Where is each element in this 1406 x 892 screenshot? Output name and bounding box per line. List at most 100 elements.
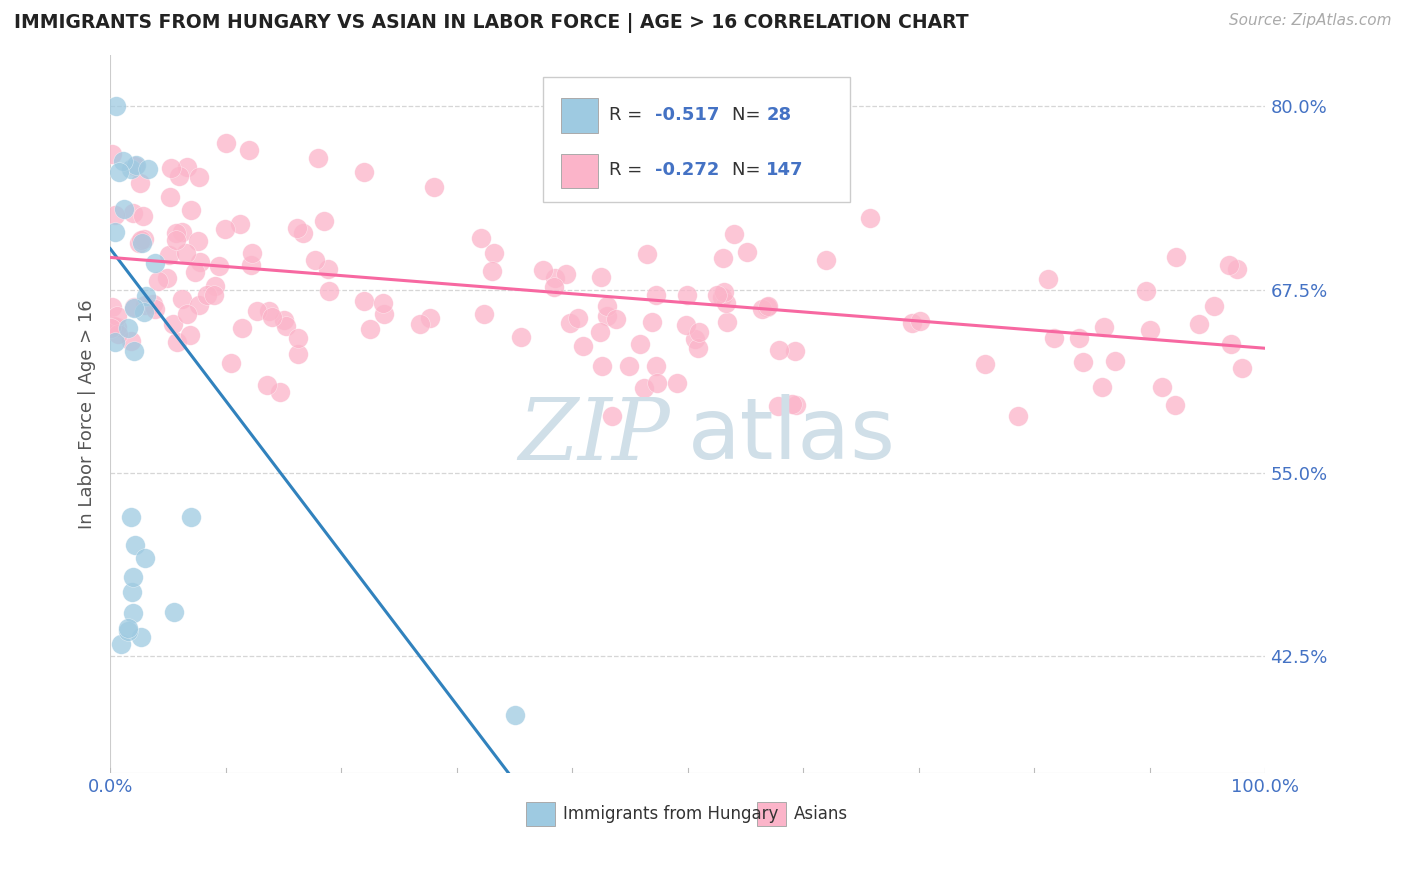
Point	[273, 313, 295, 327]
Point	[543, 271, 565, 285]
Bar	[526, 802, 555, 826]
Point	[641, 315, 664, 329]
Point	[187, 169, 209, 184]
Point	[510, 330, 533, 344]
Point	[312, 213, 335, 227]
Point	[165, 233, 187, 247]
Point	[756, 300, 779, 314]
Point	[533, 263, 555, 277]
Point	[101, 146, 124, 161]
Point	[554, 268, 576, 282]
Point	[1164, 398, 1187, 412]
Point	[131, 631, 153, 645]
Point	[785, 343, 807, 358]
Point	[815, 252, 838, 267]
Point	[122, 606, 145, 620]
Point	[1043, 331, 1066, 345]
Text: -0.272: -0.272	[655, 161, 720, 179]
Point	[228, 218, 250, 232]
Point	[156, 270, 179, 285]
Point	[195, 287, 218, 301]
Point	[132, 232, 155, 246]
Point	[908, 314, 931, 328]
Bar	[561, 153, 598, 188]
Point	[636, 247, 658, 261]
Point	[735, 245, 758, 260]
Point	[716, 315, 738, 329]
Point	[617, 359, 640, 373]
Point	[169, 169, 191, 183]
Text: atlas: atlas	[688, 394, 896, 477]
Point	[589, 326, 612, 340]
Point	[688, 325, 710, 339]
Point	[628, 337, 651, 351]
Point	[756, 300, 779, 314]
Point	[129, 176, 152, 190]
Point	[145, 256, 167, 270]
Point	[176, 307, 198, 321]
Point	[481, 264, 503, 278]
Point	[121, 570, 143, 584]
Point	[422, 180, 444, 194]
Point	[131, 235, 153, 250]
Point	[596, 299, 619, 313]
Point	[353, 165, 375, 179]
Point	[103, 208, 125, 222]
Point	[124, 538, 146, 552]
Point	[122, 300, 145, 314]
Point	[260, 310, 283, 325]
Text: IMMIGRANTS FROM HUNGARY VS ASIAN IN LABOR FORCE | AGE > 16 CORRELATION CHART: IMMIGRANTS FROM HUNGARY VS ASIAN IN LABO…	[14, 13, 969, 33]
Point	[560, 317, 582, 331]
Point	[120, 161, 142, 176]
Point	[782, 397, 804, 411]
Point	[269, 385, 291, 400]
Point	[121, 585, 143, 599]
Point	[723, 227, 745, 242]
Point	[1219, 337, 1241, 351]
Point	[240, 246, 263, 260]
Point	[104, 99, 127, 113]
Point	[591, 359, 613, 373]
Point	[256, 378, 278, 392]
Point	[124, 159, 146, 173]
Point	[1164, 250, 1187, 264]
Point	[162, 318, 184, 332]
Point	[373, 307, 395, 321]
Point	[409, 317, 432, 331]
Point	[184, 265, 207, 279]
Point	[180, 509, 202, 524]
Point	[274, 318, 297, 333]
Y-axis label: In Labor Force | Age > 16: In Labor Force | Age > 16	[79, 300, 96, 529]
Point	[103, 226, 125, 240]
Point	[716, 296, 738, 310]
Point	[291, 226, 314, 240]
Point	[581, 153, 603, 167]
Point	[124, 157, 146, 171]
Point	[176, 160, 198, 174]
Text: Immigrants from Hungary: Immigrants from Hungary	[562, 805, 779, 822]
Point	[644, 359, 666, 373]
Point	[859, 211, 882, 225]
Point	[713, 285, 735, 299]
Point	[117, 321, 139, 335]
Point	[287, 221, 309, 235]
Point	[1202, 299, 1225, 313]
Point	[166, 334, 188, 349]
Point	[108, 165, 131, 179]
Point	[174, 246, 197, 260]
Point	[132, 305, 155, 319]
Point	[219, 356, 242, 370]
Text: R =: R =	[609, 161, 648, 179]
Point	[503, 707, 526, 722]
Point	[188, 298, 211, 312]
Point	[600, 409, 623, 423]
Point	[1073, 355, 1095, 369]
Point	[304, 252, 326, 267]
Point	[371, 295, 394, 310]
Point	[239, 258, 262, 272]
Point	[359, 321, 381, 335]
Point	[1188, 317, 1211, 331]
Point	[157, 248, 180, 262]
Point	[112, 153, 135, 168]
Point	[143, 302, 166, 317]
